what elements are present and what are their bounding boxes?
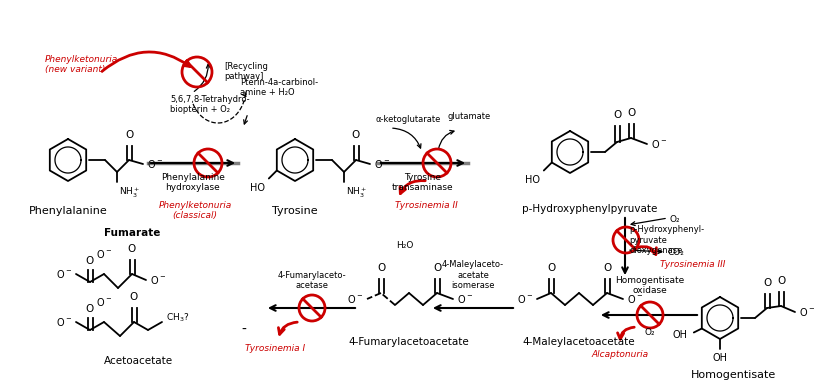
- Text: [Recycling
pathway]: [Recycling pathway]: [224, 62, 268, 82]
- Text: Homogentisate: Homogentisate: [691, 370, 777, 380]
- Text: p-Hydroxyphenylpyruvate: p-Hydroxyphenylpyruvate: [522, 204, 658, 214]
- Text: Tyrosine: Tyrosine: [272, 206, 318, 216]
- Text: Tyrosine
transaminase: Tyrosine transaminase: [392, 173, 454, 192]
- Text: O: O: [86, 304, 94, 314]
- Text: O: O: [603, 263, 612, 273]
- Text: 4-Maleylacetoacetate: 4-Maleylacetoacetate: [522, 337, 635, 347]
- Text: CO₂: CO₂: [668, 248, 685, 257]
- Text: 4-Fumarylacetoacetate: 4-Fumarylacetoacetate: [349, 337, 470, 347]
- Text: H₂O: H₂O: [396, 241, 413, 250]
- Text: O$^-$: O$^-$: [147, 158, 163, 170]
- Text: 5,6,7,8-Tetrahydro-
biopterin + O₂: 5,6,7,8-Tetrahydro- biopterin + O₂: [170, 95, 249, 114]
- Text: O$^-$: O$^-$: [627, 293, 643, 305]
- Text: O$^-$: O$^-$: [150, 274, 166, 286]
- Text: glutamate: glutamate: [448, 112, 491, 121]
- Text: Phenylketonuria
(new variant): Phenylketonuria (new variant): [45, 55, 118, 74]
- Text: NH$_3^+$: NH$_3^+$: [119, 186, 140, 200]
- Text: α-ketoglutarate: α-ketoglutarate: [375, 115, 440, 124]
- Text: O: O: [627, 108, 635, 118]
- Text: O$^-$: O$^-$: [96, 296, 112, 308]
- Text: O: O: [128, 244, 136, 254]
- Text: HO: HO: [249, 183, 265, 192]
- Text: HO: HO: [525, 174, 540, 185]
- Text: O$^-$: O$^-$: [56, 268, 72, 280]
- Text: O: O: [125, 130, 133, 140]
- Text: O: O: [763, 278, 771, 288]
- Text: O₂: O₂: [670, 215, 680, 224]
- Text: O: O: [433, 263, 441, 273]
- Text: 4-Maleylaceto-
acetate
isomerase: 4-Maleylaceto- acetate isomerase: [442, 260, 504, 290]
- Text: O: O: [613, 110, 621, 120]
- Text: O: O: [777, 276, 785, 286]
- Text: Alcaptonuria: Alcaptonuria: [591, 350, 648, 359]
- Text: CH$_3$?: CH$_3$?: [166, 312, 190, 324]
- Text: O$^-$: O$^-$: [347, 293, 363, 305]
- Text: Fumarate: Fumarate: [104, 228, 160, 238]
- Text: OH: OH: [673, 330, 688, 339]
- Text: O$^-$: O$^-$: [374, 158, 390, 170]
- Text: Tyrosinemia III: Tyrosinemia III: [660, 260, 726, 269]
- Text: -: -: [242, 323, 246, 337]
- Text: p-Hydroxyphenyl-
pyruvate
dioxygenase: p-Hydroxyphenyl- pyruvate dioxygenase: [629, 225, 704, 255]
- Text: 4-Fumarylaceto-
acetase: 4-Fumarylaceto- acetase: [278, 270, 346, 290]
- Text: O: O: [377, 263, 385, 273]
- Text: O$^-$: O$^-$: [457, 293, 473, 305]
- Text: OH: OH: [712, 353, 727, 363]
- Text: O: O: [130, 292, 138, 302]
- Text: O$^-$: O$^-$: [96, 248, 112, 260]
- Text: O: O: [352, 130, 360, 140]
- Text: Phenylalanine
hydroxylase: Phenylalanine hydroxylase: [161, 173, 225, 192]
- Text: O$^-$: O$^-$: [517, 293, 533, 305]
- Text: Pterin-4a-carbinol-
amine + H₂O: Pterin-4a-carbinol- amine + H₂O: [240, 78, 318, 97]
- Text: O$^-$: O$^-$: [56, 316, 72, 328]
- Text: O₂: O₂: [644, 328, 655, 337]
- Text: Phenylketonuria
(classical): Phenylketonuria (classical): [159, 201, 232, 220]
- Text: Acetoacetate: Acetoacetate: [104, 356, 173, 366]
- Text: O: O: [547, 263, 555, 273]
- Text: NH$_3^+$: NH$_3^+$: [346, 186, 367, 200]
- Text: Tyrosinemia II: Tyrosinemia II: [395, 201, 458, 210]
- Text: O$^-$: O$^-$: [799, 306, 815, 318]
- Text: O: O: [86, 256, 94, 266]
- Text: O$^-$: O$^-$: [651, 138, 667, 150]
- Text: Phenylalanine: Phenylalanine: [29, 206, 108, 216]
- Text: Homogentisate
oxidase: Homogentisate oxidase: [616, 276, 685, 295]
- Text: Tyrosinemia I: Tyrosinemia I: [245, 344, 305, 353]
